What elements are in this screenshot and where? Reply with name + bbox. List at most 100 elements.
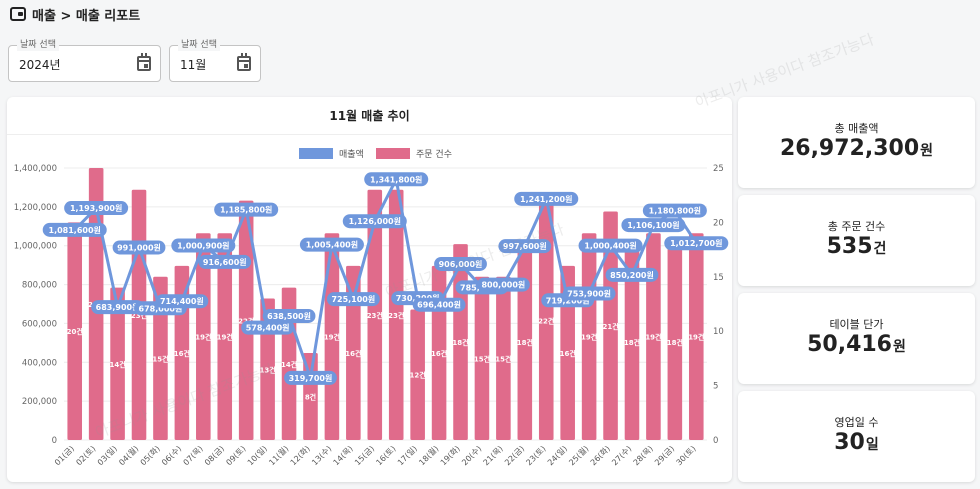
legend-label-sales: 매출액 — [339, 148, 364, 160]
stat-label: 영업일 수 — [834, 416, 879, 429]
line-data-label: 1,012,700원 — [670, 238, 722, 248]
line-data-label-bg — [514, 191, 579, 206]
header-bar: 매출 > 매출 리포트 — [0, 0, 980, 28]
bar-orders — [538, 200, 554, 440]
stat-label: 총 매출액 — [834, 122, 879, 135]
x-tick-label: 06(수) — [160, 444, 183, 467]
sales-chart: 0 200,000 400,000 600,000 800,000 1,000,000 1,… — [14, 148, 729, 467]
bar-data-label: 12건 — [410, 371, 426, 380]
x-tick-label: 04(월) — [117, 443, 141, 467]
bar-orders — [624, 244, 640, 440]
x-tick-label: 22(금) — [503, 444, 526, 467]
stat-total-sales: 총 매출액 26,972,300원 — [738, 97, 975, 188]
line-data-label: 719,200원 — [546, 295, 590, 305]
bar-data-label: 16건 — [431, 349, 447, 358]
line-data-label: 1,000,400원 — [584, 241, 636, 251]
bar-data-label: 15건 — [474, 354, 490, 363]
line-data-label-bg — [621, 218, 686, 233]
line-data-label: 319,700원 — [289, 373, 333, 383]
x-tick-label: 13(수) — [310, 444, 333, 467]
line-data-label: 683,900원 — [96, 302, 140, 312]
calendar-icon[interactable] — [237, 53, 251, 71]
line-data-label: 800,000원 — [481, 280, 525, 290]
bar-data-label: 20건 — [67, 327, 83, 336]
x-tick-label: 09(토) — [224, 444, 247, 467]
x-tick-label: 14(목) — [332, 444, 355, 467]
line-data-label: 916,600원 — [203, 257, 247, 267]
line-data-label-bg — [412, 297, 466, 312]
x-tick-label: 08(금) — [203, 444, 226, 467]
bar-orders — [646, 233, 661, 440]
year-select-field[interactable]: 날짜 선택 2024년 — [8, 39, 161, 82]
y-right-tick-label: 25 — [713, 164, 724, 174]
x-tick-label: 25(월) — [567, 443, 591, 467]
line-data-label: 997,600원 — [503, 241, 547, 251]
y-left-tick-label: 800,000 — [22, 281, 57, 291]
line-data-label: 714,400원 — [160, 296, 204, 306]
line-data-label: 1,180,800원 — [649, 206, 701, 216]
bar-data-label: 16건 — [345, 349, 361, 358]
line-data-label-bg — [284, 370, 337, 385]
bar-data-label: 14건 — [109, 360, 125, 369]
x-tick-label: 02(토) — [74, 444, 97, 467]
bar-data-label: 18건 — [517, 338, 533, 347]
line-data-label: 850,200원 — [610, 270, 654, 280]
calendar-icon[interactable] — [137, 53, 151, 71]
stat-business-days: 영업일 수 30일 — [738, 391, 975, 482]
bar-orders — [196, 233, 211, 440]
line-data-label-bg — [155, 294, 209, 309]
year-select-label: 날짜 선택 — [17, 39, 59, 51]
line-data-label-bg — [262, 308, 316, 323]
legend-swatch-orders — [376, 148, 410, 159]
legend-label-orders: 주문 건수 — [416, 149, 452, 160]
stat-label: 총 주문 건수 — [827, 220, 886, 233]
x-tick-label: 10(일) — [246, 444, 269, 467]
line-data-label-bg — [198, 254, 252, 269]
bar-orders — [474, 276, 490, 440]
stat-total-orders: 총 주문 건수 535건 — [738, 195, 975, 286]
x-tick-label: 03(일) — [96, 444, 119, 467]
stat-value: 50,416원 — [807, 332, 906, 357]
line-data-label-bg — [241, 320, 295, 335]
bar-data-label: 18건 — [624, 338, 640, 347]
line-data-label-bg — [578, 238, 643, 253]
bar-orders — [667, 244, 683, 440]
stat-value: 26,972,300원 — [779, 136, 934, 161]
bar-data-label: 16건 — [560, 349, 576, 358]
line-data-label-bg — [642, 203, 707, 218]
y-right-tick-label: 10 — [713, 327, 724, 337]
line-data-label-bg — [364, 172, 429, 187]
x-tick-label: 28(목) — [632, 444, 655, 467]
x-tick-label: 18(월) — [417, 443, 441, 467]
x-tick-label: 16(토) — [374, 444, 397, 467]
bar-orders — [110, 287, 125, 440]
line-data-label-bg — [605, 267, 659, 282]
stat-value: 535건 — [826, 234, 887, 259]
bar-data-label: 18건 — [667, 338, 683, 347]
bar-orders — [517, 244, 533, 440]
bar-orders — [217, 233, 233, 440]
line-data-label-bg — [171, 238, 236, 253]
bar-orders — [560, 265, 575, 440]
line-data-label: 1,005,400원 — [306, 240, 358, 250]
bar-orders — [324, 233, 340, 440]
line-data-label-bg — [299, 237, 364, 252]
x-tick-label: 19(화) — [439, 444, 462, 467]
stat-table-unit-price: 테이블 단가 50,416원 — [738, 293, 975, 384]
line-data-label: 638,500원 — [267, 311, 311, 321]
line-data-label-bg — [326, 292, 380, 307]
sales-chart-card: 11월 매출 추이 0 200,000 400,000 600,000 800,000 1… — [7, 97, 732, 482]
bar-data-label: 13건 — [260, 365, 276, 374]
wallet-icon — [10, 7, 26, 21]
y-left-tick-label: 1,000,000 — [14, 242, 57, 252]
x-tick-label: 07(목) — [182, 444, 205, 467]
bar-data-label: 23건 — [131, 311, 147, 320]
bar-data-label: 21건 — [602, 322, 618, 331]
bar-orders — [67, 222, 83, 440]
month-select-field[interactable]: 날짜 선택 11월 — [169, 39, 261, 82]
line-data-label: 1,193,900원 — [70, 203, 122, 213]
bar-data-label: 23건 — [367, 311, 383, 320]
line-data-label: 678,000원 — [139, 303, 183, 313]
line-data-label: 1,341,800원 — [370, 174, 422, 184]
line-data-label: 725,100원 — [331, 294, 375, 304]
